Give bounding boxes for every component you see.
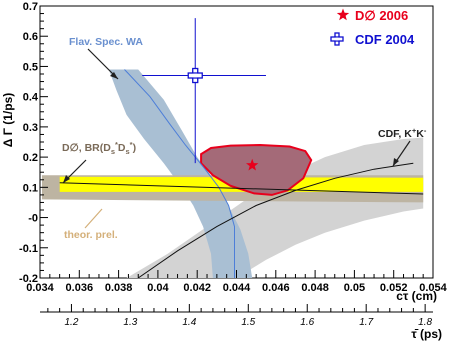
y-tick-label: 0.3	[23, 122, 38, 134]
annotation-flav-spec: Flav. Spec. WA	[69, 36, 143, 48]
x-tick-label: 0.036	[66, 282, 94, 294]
x-tick-label: 0.038	[105, 282, 133, 294]
y-tick-label: 0.6	[23, 31, 38, 43]
annotation-d0-br: D∅, BR(Ds*Ds*)	[62, 140, 136, 156]
tau-axis-title: τ̄ (ps)	[411, 327, 442, 341]
x-tick-label: 0.046	[262, 282, 290, 294]
x-tick-label: 0.052	[380, 282, 408, 294]
curve-flav-spec-wa-central	[124, 69, 235, 278]
y-tick-label: -0.2	[19, 273, 38, 285]
legend-d0-label: D∅ 2006	[355, 8, 408, 23]
y-tick-label: -0.1	[19, 243, 38, 255]
y-tick-label: 0.1	[23, 182, 38, 194]
x-axis-title: cτ (cm)	[396, 289, 437, 303]
plot-area	[42, 69, 424, 278]
arrowhead-cdfkk	[393, 158, 399, 166]
annotation-cdf-kk: CDF, K+K-	[378, 126, 427, 140]
arrowhead-flav	[110, 72, 118, 79]
marks	[142, 18, 266, 171]
x-tick-label: 0.05	[344, 282, 365, 294]
point-d-2006	[246, 158, 259, 171]
x-tick-label: 0.054	[419, 282, 447, 294]
tau-tick-label: 1.7	[359, 317, 373, 328]
x-tick-label: 0.034	[26, 282, 54, 294]
legend-star-icon	[336, 8, 350, 21]
arrow-theor	[84, 208, 103, 229]
y-tick-label: -0	[28, 213, 38, 225]
x-tick-label: 0.044	[223, 282, 251, 294]
tau-tick-label: 1.3	[123, 317, 137, 328]
legend-open-cross-icon	[330, 32, 344, 46]
tau-tick-label: 1.8	[418, 317, 432, 328]
x-tick-label: 0.048	[301, 282, 329, 294]
y-tick-label: 0.7	[23, 1, 38, 13]
y-tick-label: 0.2	[23, 152, 38, 164]
arrowhead-d0br	[63, 175, 70, 183]
y-tick-label: 0.5	[23, 61, 38, 73]
region-d0-2006-contour	[200, 143, 313, 196]
axes: 0.034 0.036 0.038 0.04 0.042 0.044 0.046 0.048 0…	[19, 1, 448, 328]
legend-cdf-label: CDF 2004	[355, 32, 415, 47]
curve-cdf-k-k-central	[137, 162, 414, 278]
region-flav-spec-wa-band	[108, 69, 253, 278]
y-tick-label: 0.4	[23, 92, 39, 104]
x-tick-label: 0.04	[147, 282, 169, 294]
region-cdf-k-k-band	[126, 137, 424, 278]
tau-tick-label: 1.5	[241, 317, 255, 328]
point-cdf-2004	[187, 67, 203, 84]
annotation-arrows	[62, 48, 411, 229]
curve-d0-br-ds-ds-central	[59, 182, 424, 195]
y-axis-title: Δ Γ (1/ps)	[1, 93, 15, 148]
x-tick-label: 0.042	[183, 282, 211, 294]
tau-tick-label: 1.4	[182, 317, 196, 328]
tau-tick-label: 1.2	[64, 317, 78, 328]
annotation-theor-prel: theor. prel.	[64, 229, 118, 241]
legend: D∅ 2006 CDF 2004	[330, 8, 415, 47]
tau-tick-label: 1.6	[300, 317, 314, 328]
